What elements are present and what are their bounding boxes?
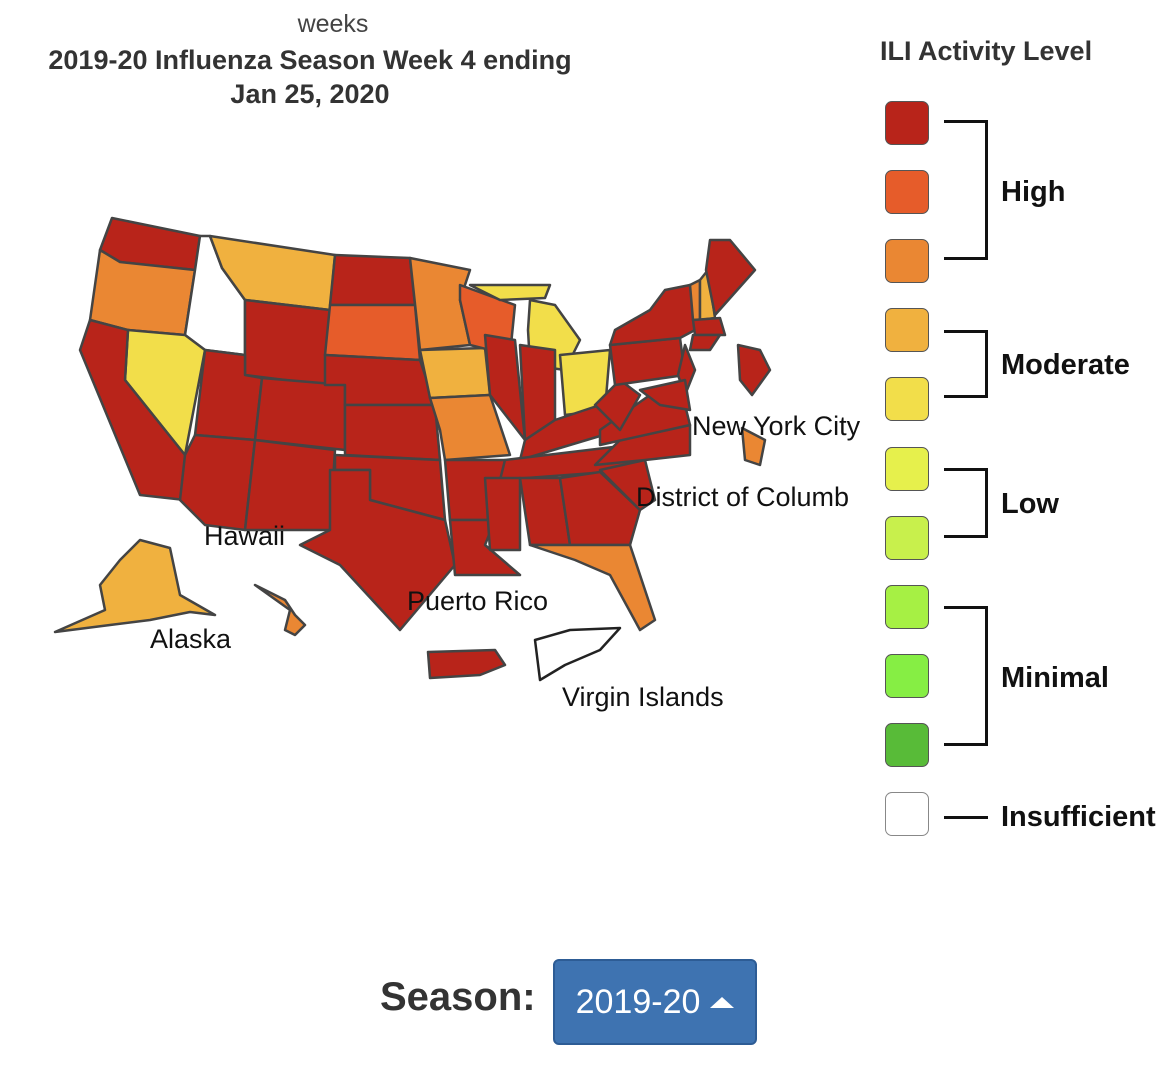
state-az[interactable] [178, 433, 257, 532]
legend-swatch-6 [885, 377, 929, 421]
state-vi[interactable] [533, 626, 622, 682]
legend-label-moderate: Moderate [1001, 349, 1130, 381]
map-title: 2019-20 Influenza Season Week 4 ending J… [10, 43, 610, 111]
state-ks[interactable] [343, 403, 442, 462]
state-ia[interactable] [418, 346, 492, 400]
label-hawaii: Hawaii [204, 521, 286, 551]
legend-swatch-8 [885, 239, 929, 283]
legend-swatch-10 [885, 101, 929, 145]
legend-swatch-5 [885, 447, 929, 491]
legend-swatch-insufficient [885, 792, 929, 836]
state-me[interactable] [704, 238, 757, 317]
state-nm[interactable] [243, 438, 337, 532]
state-wy[interactable] [243, 298, 332, 387]
state-co[interactable] [253, 376, 347, 452]
legend-swatch-4 [885, 516, 929, 560]
legend-swatch-2 [885, 654, 929, 698]
state-md[interactable] [638, 378, 692, 412]
season-label: Season: [380, 975, 536, 1019]
label-district-of-columbia: District of Columb [636, 482, 850, 512]
label-new-york-city: New York City [692, 411, 861, 441]
state-fl[interactable] [528, 543, 657, 632]
state-tx[interactable] [298, 468, 457, 632]
state-nc[interactable] [593, 423, 692, 467]
state-ak[interactable] [53, 538, 217, 634]
state-dc[interactable] [736, 343, 772, 397]
state-vt[interactable] [688, 278, 702, 322]
legend-swatch-7 [885, 308, 929, 352]
legend-label-insufficient: Insufficient [1001, 801, 1156, 833]
state-nd[interactable] [328, 253, 417, 307]
state-pr[interactable] [426, 648, 507, 680]
season-selected-value: 2019-20 [575, 982, 701, 1021]
state-sc[interactable] [598, 458, 657, 512]
state-ga[interactable] [558, 470, 642, 547]
state-mo[interactable] [428, 393, 512, 462]
title-line-1: 2019-20 Influenza Season Week 4 ending [48, 45, 572, 75]
legend-title: ILI Activity Level [880, 36, 1093, 66]
state-wv[interactable] [593, 378, 642, 432]
legend-swatch-3 [885, 585, 929, 629]
state-ma[interactable] [691, 316, 727, 337]
state-nyc[interactable] [740, 426, 767, 467]
label-puerto-rico: Puerto Rico [407, 586, 549, 616]
legend-bracket [944, 330, 988, 398]
state-ny[interactable] [608, 283, 697, 347]
caret-up-icon [710, 996, 735, 1008]
legend-bracket [944, 816, 988, 819]
state-hi[interactable] [253, 583, 307, 637]
weeks-label: weeks [297, 10, 369, 38]
season-select[interactable]: 2019-20 [553, 959, 757, 1045]
legend-bracket [944, 468, 988, 538]
legend-label-low: Low [1001, 488, 1059, 520]
legend-swatch-9 [885, 170, 929, 214]
state-ct[interactable] [688, 333, 722, 352]
legend-swatch-1 [885, 723, 929, 767]
state-mi_up[interactable] [468, 283, 552, 302]
title-line-2: Jan 25, 2020 [230, 79, 390, 109]
legend-label-high: High [1001, 176, 1066, 208]
legend-label-minimal: Minimal [1001, 662, 1109, 694]
legend-bracket [944, 606, 988, 746]
state-sd[interactable] [323, 303, 422, 362]
label-alaska: Alaska [150, 624, 232, 654]
state-ms[interactable] [483, 476, 522, 552]
label-virgin-islands: Virgin Islands [562, 682, 724, 712]
flu-activity-map [53, 216, 772, 682]
legend-bracket [944, 120, 988, 260]
